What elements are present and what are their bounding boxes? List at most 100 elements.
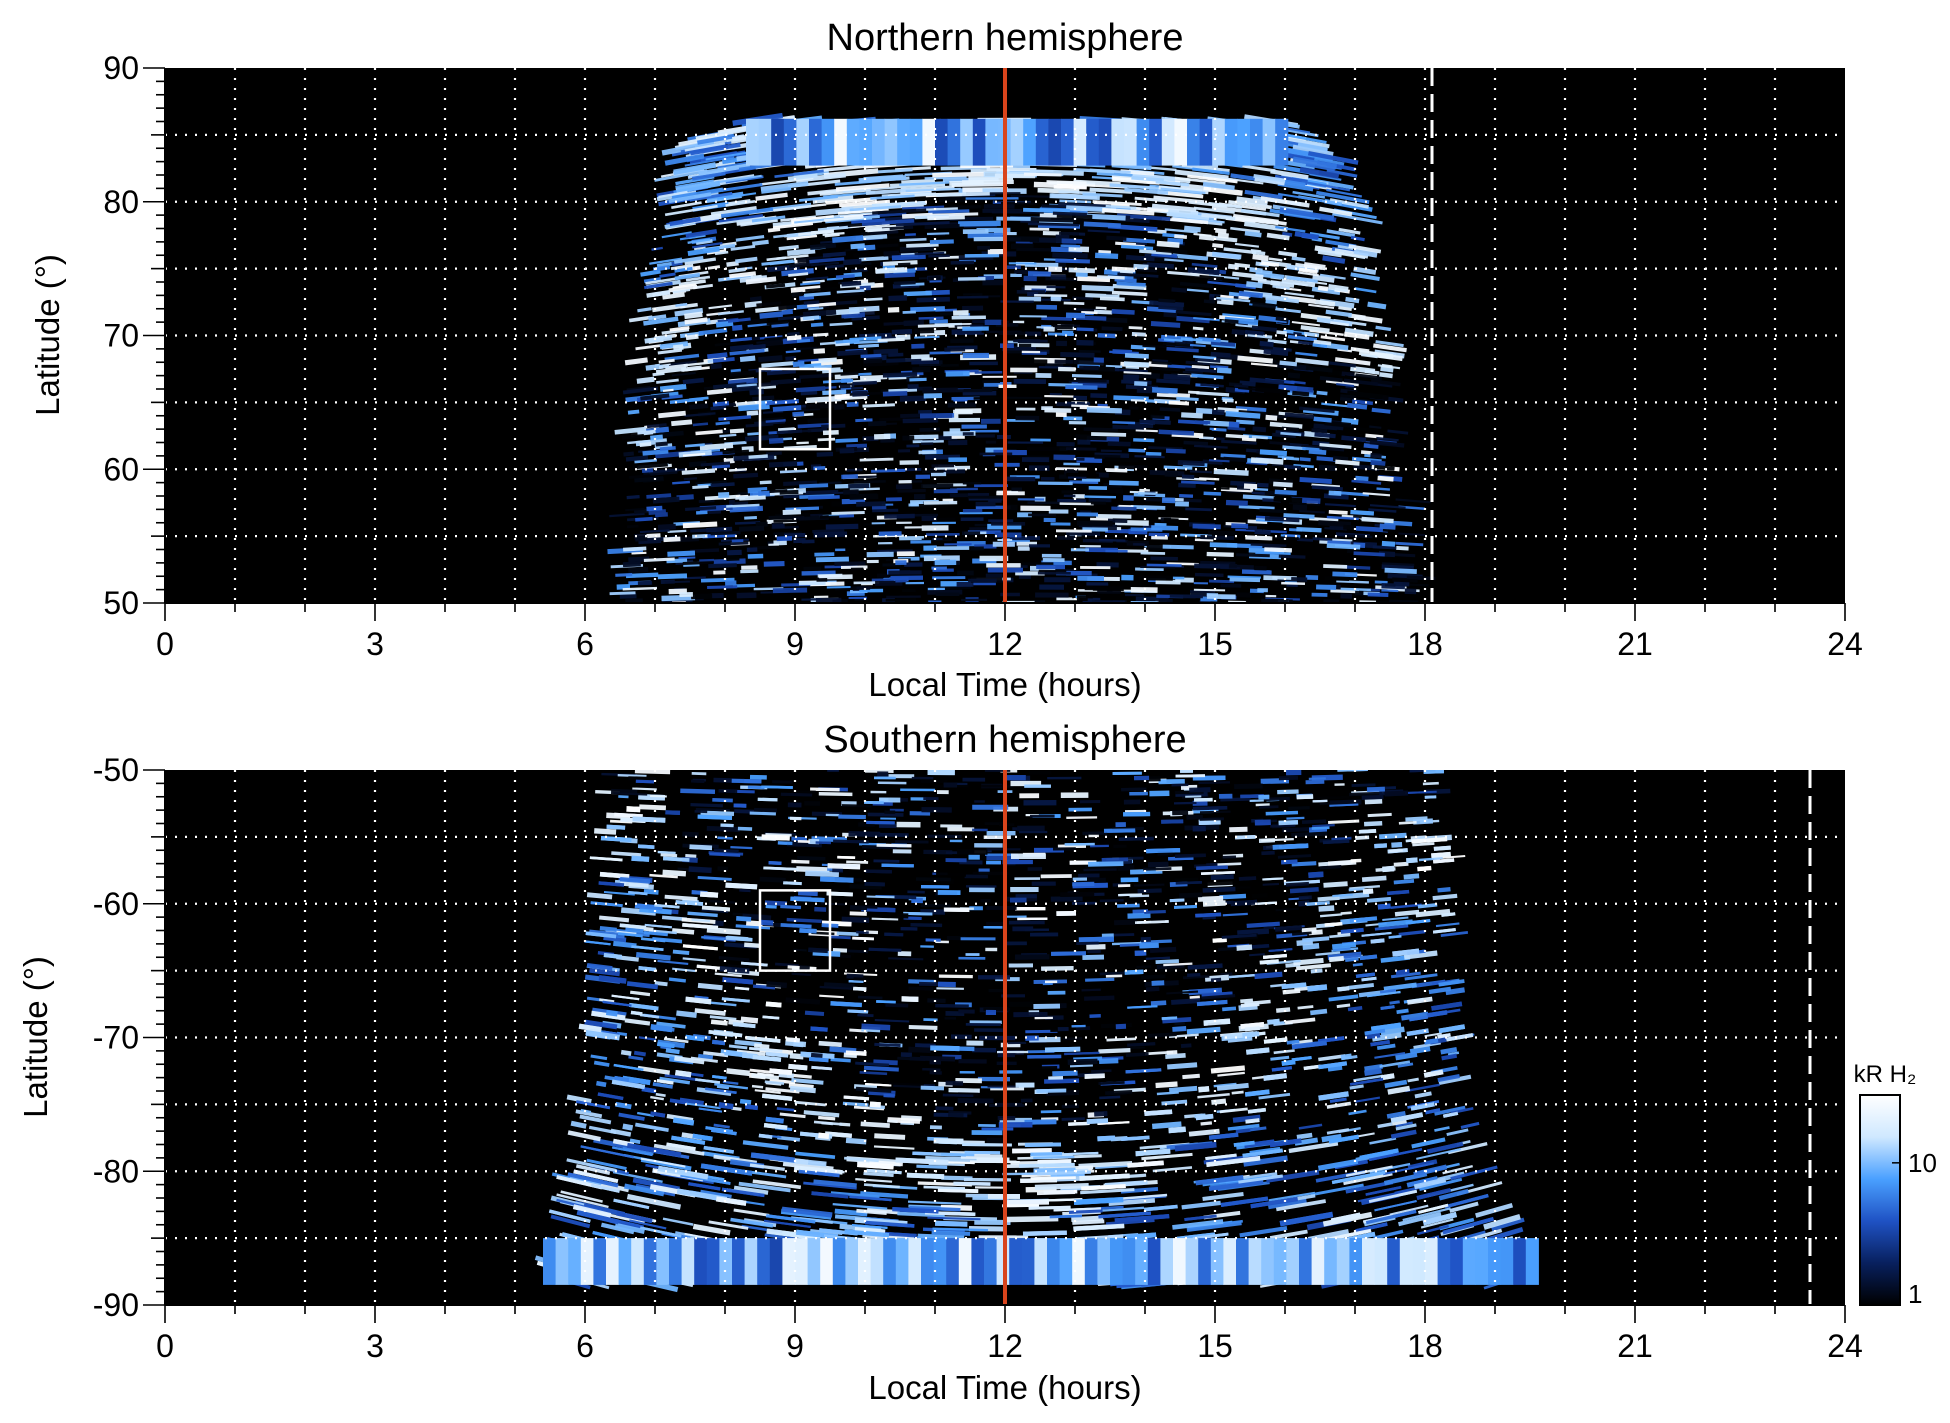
emission-streak (625, 598, 643, 603)
emission-streak (589, 856, 623, 862)
emission-map-northern (607, 112, 1436, 603)
emission-streak (931, 1230, 971, 1236)
emission-streak (1231, 523, 1249, 529)
emission-streak (909, 1056, 926, 1061)
emission-streak (1176, 315, 1210, 324)
emission-streak (927, 998, 946, 1004)
emission-streak (660, 1046, 672, 1050)
emission-streak (801, 570, 836, 576)
emission-streak (627, 439, 651, 445)
emission-streak (736, 1049, 766, 1057)
emission-streak (643, 889, 659, 895)
emission-streak (728, 1044, 748, 1050)
emission-streak (840, 387, 852, 390)
emission-streak (936, 987, 964, 990)
emission-streak (713, 1154, 758, 1165)
emission-streak (761, 186, 792, 194)
emission-streak (1259, 449, 1288, 457)
emission-streak (807, 302, 837, 308)
emission-streak (849, 1195, 892, 1202)
emission-streak (611, 851, 642, 857)
emission-streak (1140, 939, 1172, 944)
emission-streak (822, 251, 846, 258)
emission-streak (1375, 325, 1392, 332)
emission-streak (1377, 1122, 1393, 1129)
emission-streak (1151, 361, 1172, 366)
emission-streak (1380, 366, 1394, 373)
emission-streak (1325, 379, 1359, 387)
emission-streak (882, 372, 918, 378)
emission-streak (659, 1076, 691, 1085)
emission-streak (662, 292, 685, 300)
emission-streak (1296, 526, 1322, 533)
emission-streak (749, 1163, 785, 1172)
emission-streak (655, 441, 668, 447)
emission-streak (671, 419, 693, 427)
emission-streak (1387, 1085, 1411, 1095)
emission-streak (1169, 1085, 1198, 1093)
emission-streak (731, 324, 743, 331)
emission-streak (1034, 1183, 1089, 1191)
emission-streak (852, 380, 877, 386)
emission-streak (1104, 457, 1139, 463)
emission-streak (1148, 446, 1183, 451)
emission-streak (644, 335, 673, 344)
emission-streak (717, 174, 762, 184)
emission-streak (1200, 429, 1212, 433)
emission-streak (714, 250, 729, 256)
emission-streak (1334, 248, 1369, 259)
emission-streak (1277, 789, 1299, 795)
emission-streak (919, 1055, 956, 1062)
emission-streak (1221, 439, 1257, 445)
emission-streak (905, 187, 961, 193)
emission-streak (835, 342, 850, 347)
emission-streak (705, 1087, 737, 1095)
emission-streak (769, 260, 798, 266)
emission-streak (1281, 278, 1316, 288)
emission-streak (603, 890, 635, 896)
emission-streak (920, 1085, 945, 1091)
emission-streak (687, 238, 711, 244)
emission-streak (667, 550, 696, 557)
emission-streak (907, 1200, 962, 1205)
emission-streak (671, 1135, 706, 1145)
emission-streak (1417, 903, 1438, 909)
emission-streak (1197, 1092, 1230, 1099)
emission-streak (1047, 332, 1074, 336)
emission-streak (1298, 267, 1318, 275)
emission-streak (567, 1130, 601, 1142)
emission-streak (866, 895, 895, 899)
emission-streak (1398, 1211, 1442, 1227)
emission-streak (661, 328, 690, 335)
emission-streak (1405, 816, 1428, 822)
emission-streak (1376, 1043, 1396, 1051)
emission-cell (1275, 118, 1289, 166)
emission-streak (1220, 453, 1246, 459)
emission-streak (1413, 1164, 1448, 1177)
emission-streak (1228, 974, 1255, 979)
emission-streak (1250, 457, 1284, 465)
emission-streak (576, 1100, 611, 1110)
emission-streak (768, 461, 798, 468)
emission-streak (1255, 387, 1287, 394)
emission-streak (1332, 571, 1358, 578)
emission-streak (1162, 1016, 1192, 1024)
emission-streak (729, 370, 756, 377)
emission-streak (690, 528, 720, 533)
emission-streak (1390, 1129, 1417, 1139)
emission-streak (1217, 1071, 1245, 1077)
emission-streak (1167, 270, 1200, 277)
emission-streak (1365, 1185, 1402, 1196)
emission-streak (925, 1156, 980, 1163)
emission-streak (1280, 859, 1298, 865)
emission-streak (1134, 381, 1148, 387)
emission-streak (869, 1160, 903, 1167)
emission-streak (796, 866, 830, 873)
emission-streak (659, 272, 676, 278)
emission-streak (1278, 775, 1299, 781)
emission-streak (1211, 251, 1242, 260)
emission-streak (1292, 390, 1310, 397)
emission-streak (1180, 1043, 1192, 1049)
emission-streak (617, 774, 647, 778)
emission-streak (1323, 881, 1348, 888)
